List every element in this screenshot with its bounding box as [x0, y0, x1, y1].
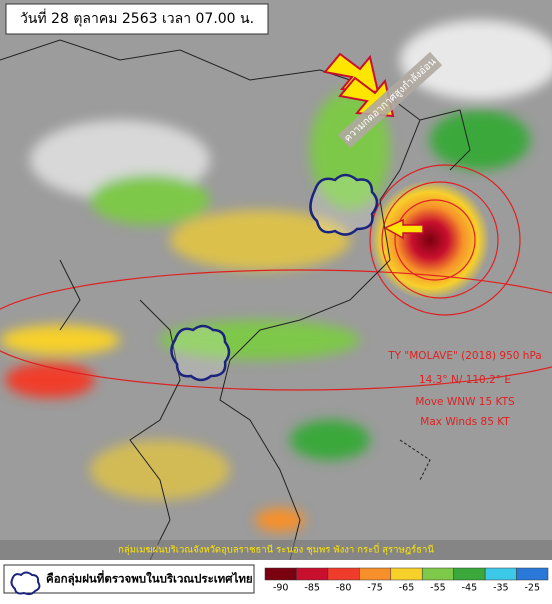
storm-movement: Move WNW 15 KTS: [415, 396, 515, 408]
scale-label: -55: [430, 583, 446, 594]
scale-label: -75: [367, 583, 383, 594]
cloud-icon: [10, 571, 41, 596]
scale-label: -35: [493, 583, 509, 594]
scale-segment: [359, 567, 392, 581]
scale-label: -85: [304, 583, 320, 594]
rain-areas: กลุ่มเมฆฝนบริเวณจังหวัดอุบลราชธานี ระนอง…: [118, 543, 434, 556]
typhoon-core: [370, 180, 490, 300]
scale-segment: [453, 567, 486, 581]
scale-segment: [421, 567, 454, 581]
legend-box: [3, 564, 255, 594]
title: วันที่ 28 ตุลาคม 2563 เวลา 07.00 น.: [20, 9, 254, 27]
scale-label: -25: [525, 583, 541, 594]
cloud-field: [0, 20, 552, 532]
rain-cluster-outlines: [170, 173, 379, 382]
color-scale: -90 -85 -80 -75 -65 -55 -45 -35 -25: [264, 567, 549, 594]
scale-segment: [296, 567, 329, 581]
scale-label: -90: [273, 583, 289, 594]
storm-name: TY "MOLAVE" (2018) 950 hPa: [387, 350, 542, 362]
scale-segment: [390, 567, 423, 581]
scale-label: -45: [462, 583, 478, 594]
storm-winds: Max Winds 85 KT: [420, 416, 510, 428]
storm-info: TY "MOLAVE" (2018) 950 hPa 14.3° N/ 110.…: [387, 350, 542, 428]
coastlines: [0, 39, 471, 561]
scale-label: -80: [336, 583, 352, 594]
storm-radius: [0, 164, 552, 391]
scale-label: -65: [399, 583, 415, 594]
title-box: [5, 3, 269, 35]
scale-segment: [327, 567, 360, 581]
scale-segment: [516, 567, 549, 581]
legend-text: คือกลุ่มฝนที่ตรวจพบในบริเวณประเทศไทย: [46, 570, 253, 587]
storm-position: 14.3° N/ 110.2° E: [419, 374, 511, 386]
scale-segment: [264, 567, 297, 581]
cold-air-arrows: [323, 52, 424, 240]
scale-segment: [484, 567, 517, 581]
rain-strip: [0, 540, 552, 560]
